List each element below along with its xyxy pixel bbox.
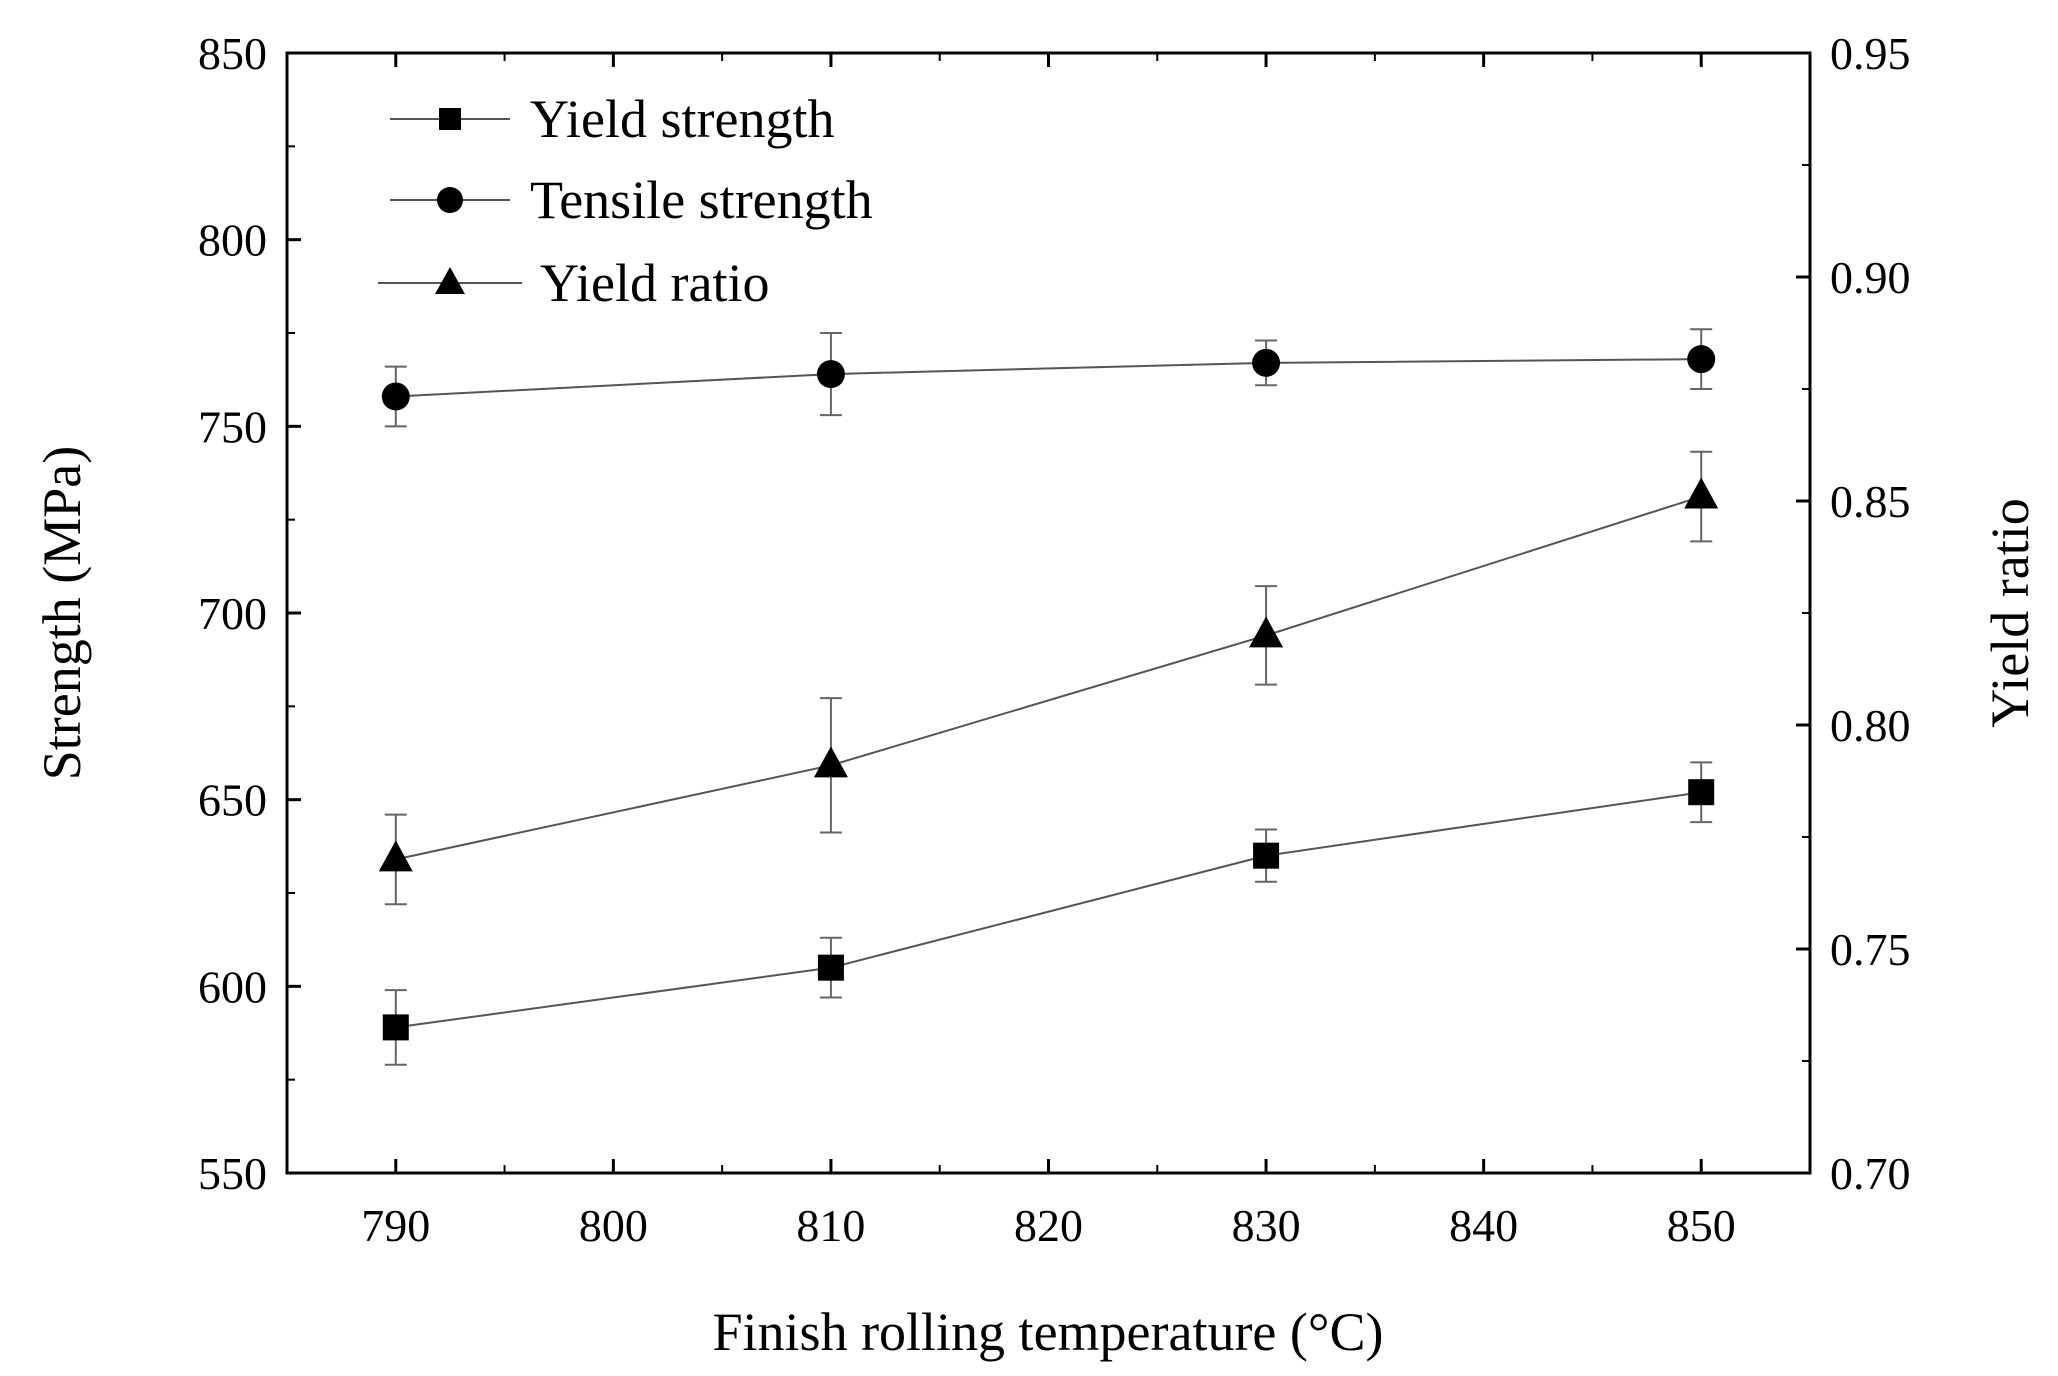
y-left-tick-label: 750 — [198, 401, 267, 452]
data-point-yield-ratio — [378, 840, 413, 872]
data-point-yield-strength — [1688, 779, 1715, 806]
series-layer — [378, 328, 1719, 1066]
data-point-yield-strength — [1253, 842, 1280, 869]
legend-square-marker-icon — [439, 108, 461, 130]
series-yield-ratio — [378, 450, 1719, 906]
y-right-tick-label: 0.70 — [1830, 1148, 1911, 1199]
series-line-yield-strength — [395, 791, 1702, 1029]
data-point-yield-strength — [817, 954, 844, 981]
y-left-tick-label: 800 — [198, 215, 267, 266]
legend-item-tensile-strength: Tensile strength — [390, 170, 873, 230]
series-yield-strength — [382, 761, 1715, 1066]
series-line-yield-ratio — [395, 495, 1702, 861]
series-line-tensile-strength — [395, 358, 1702, 398]
x-tick-labels: 790 800 810 820 830 840 850 — [361, 1200, 1735, 1251]
y-left-tick-label: 850 — [198, 28, 267, 79]
legend-label-tensile-strength: Tensile strength — [530, 170, 873, 230]
legend-label-yield-ratio: Yield ratio — [540, 253, 769, 313]
x-tick-label: 830 — [1232, 1200, 1301, 1251]
x-tick-label: 810 — [796, 1200, 865, 1251]
y-right-tick-label: 0.75 — [1830, 924, 1911, 975]
x-tick-label: 790 — [361, 1200, 430, 1251]
y-right-tick-labels: 0.70 0.75 0.80 0.85 0.90 0.95 — [1830, 28, 1911, 1199]
x-tick-label: 840 — [1449, 1200, 1518, 1251]
legend: Yield strength Tensile strength Yield ra… — [378, 89, 873, 313]
y-left-tick-label: 700 — [198, 588, 267, 639]
x-tick-label: 800 — [579, 1200, 648, 1251]
data-point-yield-ratio — [1249, 616, 1284, 648]
y-right-tick-label: 0.80 — [1830, 700, 1911, 751]
data-point-tensile-strength — [1252, 348, 1281, 377]
x-axis-title: Finish rolling temperature (°C) — [713, 1302, 1384, 1362]
y-right-tick-label: 0.90 — [1830, 252, 1911, 303]
major-ticks — [287, 51, 1810, 1175]
legend-item-yield-ratio: Yield ratio — [378, 253, 769, 313]
y-left-tick-label: 650 — [198, 775, 267, 826]
y-right-tick-label: 0.85 — [1830, 476, 1911, 527]
series-tensile-strength — [381, 328, 1716, 428]
legend-circle-marker-icon — [437, 187, 463, 213]
y-left-tick-label: 600 — [198, 961, 267, 1012]
legend-label-yield-strength: Yield strength — [530, 89, 834, 149]
data-point-tensile-strength — [381, 382, 410, 411]
data-point-yield-ratio — [813, 746, 848, 778]
y-right-axis-title: Yield ratio — [1980, 498, 2040, 727]
data-point-tensile-strength — [816, 360, 845, 389]
y-left-tick-label: 550 — [198, 1148, 267, 1199]
x-tick-label: 850 — [1667, 1200, 1736, 1251]
data-point-yield-strength — [382, 1014, 409, 1041]
legend-triangle-marker-icon — [435, 267, 465, 294]
y-left-axis-title: Strength (MPa) — [32, 446, 92, 780]
plot-frame — [285, 51, 1812, 1175]
data-point-yield-ratio — [1684, 477, 1719, 509]
y-right-tick-label: 0.95 — [1830, 28, 1911, 79]
data-point-tensile-strength — [1687, 345, 1716, 374]
legend-item-yield-strength: Yield strength — [390, 89, 834, 149]
minor-ticks — [286, 53, 1811, 1173]
y-left-tick-labels: 550 600 650 700 750 800 850 — [198, 28, 267, 1199]
x-tick-label: 820 — [1014, 1200, 1083, 1251]
